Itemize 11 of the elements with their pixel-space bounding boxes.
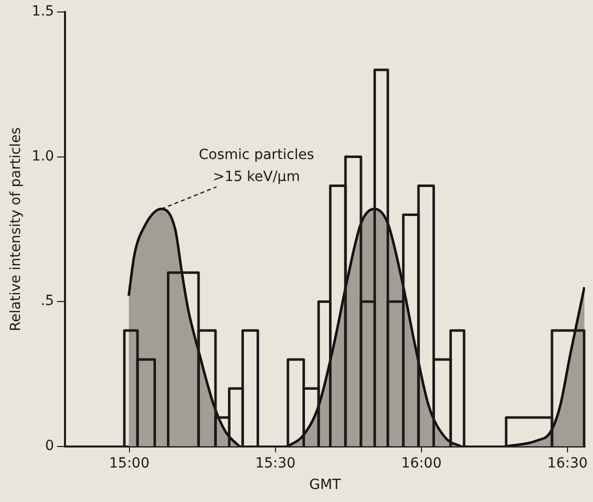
y-tick-label: 0 (45, 438, 54, 454)
x-tick-label: 15:00 (109, 455, 150, 472)
y-axis-title: Relative intensity of particles (8, 127, 24, 332)
x-tick-label: 16:00 (401, 455, 442, 472)
x-axis-title: GMT (309, 477, 342, 494)
y-tick-label: 1.0 (32, 148, 54, 164)
annotation: Cosmic particles >15 keV/μm (198, 146, 314, 185)
x-tick-label: 15:30 (255, 455, 296, 472)
x-tick-label: 16:30 (547, 455, 588, 472)
y-tick-label: 1.5 (32, 4, 54, 20)
y-tick-label: .5 (40, 293, 54, 310)
